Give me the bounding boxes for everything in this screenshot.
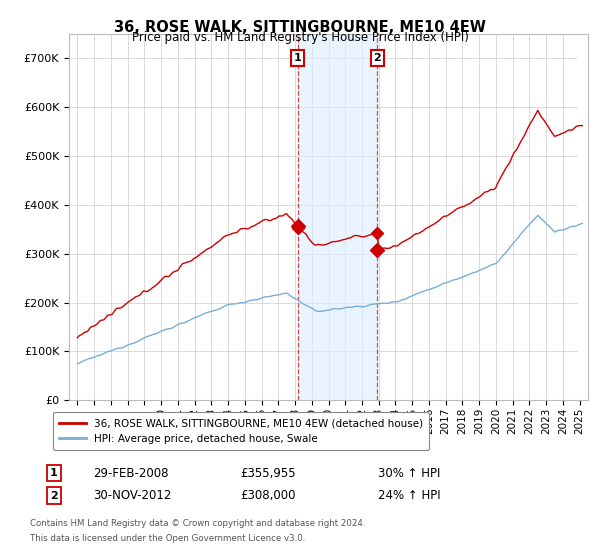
Text: 29-FEB-2008: 29-FEB-2008 [93,466,169,480]
Text: 36, ROSE WALK, SITTINGBOURNE, ME10 4EW: 36, ROSE WALK, SITTINGBOURNE, ME10 4EW [114,20,486,35]
Text: 1: 1 [294,53,302,63]
Text: Contains HM Land Registry data © Crown copyright and database right 2024.: Contains HM Land Registry data © Crown c… [30,519,365,528]
Text: Price paid vs. HM Land Registry's House Price Index (HPI): Price paid vs. HM Land Registry's House … [131,31,469,44]
Legend: 36, ROSE WALK, SITTINGBOURNE, ME10 4EW (detached house), HPI: Average price, det: 36, ROSE WALK, SITTINGBOURNE, ME10 4EW (… [53,412,429,450]
Text: 2: 2 [373,53,381,63]
Text: This data is licensed under the Open Government Licence v3.0.: This data is licensed under the Open Gov… [30,534,305,543]
Text: 2: 2 [50,491,58,501]
Bar [578,34,588,400]
Text: 30% ↑ HPI: 30% ↑ HPI [378,466,440,480]
Text: 30-NOV-2012: 30-NOV-2012 [93,489,172,502]
Text: £355,955: £355,955 [240,466,296,480]
Text: £308,000: £308,000 [240,489,296,502]
Text: 1: 1 [50,468,58,478]
Text: 24% ↑ HPI: 24% ↑ HPI [378,489,440,502]
Bar [298,34,377,400]
